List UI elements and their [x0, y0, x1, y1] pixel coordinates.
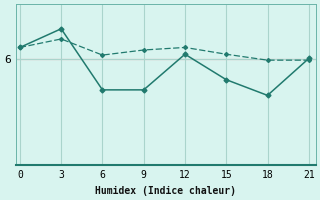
X-axis label: Humidex (Indice chaleur): Humidex (Indice chaleur) [95, 186, 236, 196]
